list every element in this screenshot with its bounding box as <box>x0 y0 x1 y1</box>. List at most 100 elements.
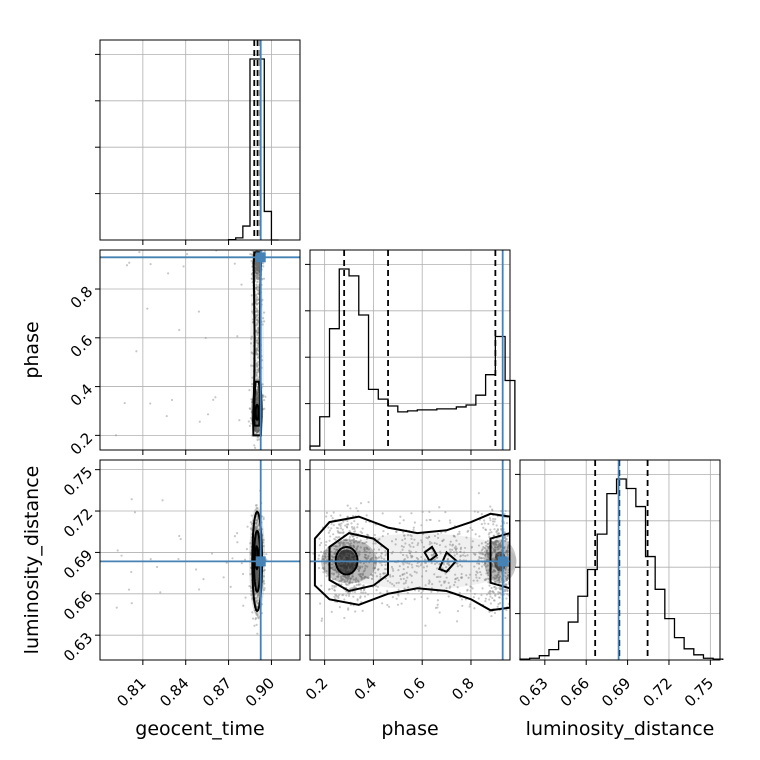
sample-point <box>260 246 262 248</box>
sample-point <box>396 603 400 606</box>
sample-point <box>248 389 251 392</box>
sample-point <box>360 591 363 594</box>
sample-point <box>249 585 252 588</box>
sample-point <box>127 588 131 591</box>
sample-point <box>399 574 402 578</box>
sample-point <box>348 587 352 591</box>
sample-point <box>335 548 338 551</box>
sample-point <box>255 246 257 248</box>
sample-point <box>493 562 496 565</box>
sample-point <box>484 600 487 603</box>
sample-point <box>253 624 256 627</box>
sample-point <box>351 575 354 578</box>
sample-point <box>506 593 509 596</box>
sample-point <box>320 617 324 620</box>
sample-point <box>362 584 365 587</box>
sample-point <box>372 567 375 570</box>
sample-point <box>480 593 483 597</box>
sample-point <box>448 543 452 546</box>
sample-point <box>343 578 346 581</box>
sample-point <box>348 538 351 541</box>
sample-point <box>365 550 368 553</box>
sample-point <box>256 333 259 337</box>
sample-point <box>357 568 361 571</box>
x-tick-label: 0.90 <box>242 674 278 710</box>
sample-point <box>177 557 180 561</box>
sample-point <box>423 558 427 561</box>
sample-point <box>255 266 258 269</box>
sample-point <box>503 512 506 516</box>
sample-point <box>325 515 328 518</box>
sample-point <box>494 546 497 549</box>
sample-point <box>486 564 489 567</box>
sample-point <box>256 296 259 299</box>
sample-point <box>458 591 461 595</box>
panel-frame-1-0 <box>99 249 301 451</box>
sample-point <box>249 551 252 554</box>
sample-point <box>243 558 247 561</box>
sample-point <box>488 610 491 614</box>
sample-point <box>343 580 346 583</box>
sample-point <box>386 603 389 607</box>
sample-point <box>470 546 473 549</box>
sample-point <box>363 595 367 598</box>
sample-point <box>335 571 338 574</box>
sample-point <box>482 557 485 560</box>
sample-point <box>256 266 260 269</box>
grid-layer <box>100 40 720 660</box>
sample-point <box>332 533 335 536</box>
sample-point <box>425 536 428 539</box>
sample-point <box>254 294 257 297</box>
sample-point <box>480 513 483 516</box>
sample-point <box>242 604 245 607</box>
grid-panel-1-1 <box>310 250 510 450</box>
sample-point <box>456 610 460 613</box>
sample-point <box>256 436 260 439</box>
sample-point <box>359 539 362 542</box>
sample-point <box>484 597 487 600</box>
sample-point <box>331 516 334 520</box>
sample-point <box>496 546 500 549</box>
sample-point <box>343 616 346 620</box>
sample-point <box>496 579 499 582</box>
sample-point <box>498 580 501 584</box>
sample-point <box>486 542 489 546</box>
sample-point <box>250 522 253 525</box>
sample-point <box>257 264 260 267</box>
sample-point <box>337 573 340 576</box>
sample-point <box>408 543 411 546</box>
sample-point <box>483 550 487 553</box>
sample-point <box>334 597 337 600</box>
sample-point <box>406 576 409 579</box>
sample-point <box>257 616 260 619</box>
sample-point <box>471 528 474 532</box>
sample-point <box>368 551 371 554</box>
sample-point <box>424 584 427 587</box>
sample-point <box>483 561 487 565</box>
sample-point <box>382 572 385 575</box>
sample-point <box>452 535 456 538</box>
sample-point <box>497 570 500 573</box>
sample-point <box>480 542 484 545</box>
sample-point <box>488 584 491 587</box>
sample-point <box>262 579 265 583</box>
sample-point <box>212 398 215 401</box>
sample-point <box>349 507 352 510</box>
sample-point <box>401 548 404 551</box>
sample-point <box>504 616 507 620</box>
sample-point <box>323 552 326 555</box>
sample-point <box>495 524 498 527</box>
sample-point <box>382 530 385 533</box>
sample-point <box>379 591 382 594</box>
sample-point <box>367 501 370 504</box>
sample-point <box>250 294 253 297</box>
sample-point <box>438 519 441 522</box>
sample-point <box>363 546 366 549</box>
sample-point <box>460 565 464 568</box>
sample-point <box>494 554 497 557</box>
sample-point <box>480 565 484 568</box>
sample-point <box>496 540 499 543</box>
sample-point <box>346 515 349 518</box>
sample-point <box>250 593 253 597</box>
sample-point <box>395 597 398 600</box>
